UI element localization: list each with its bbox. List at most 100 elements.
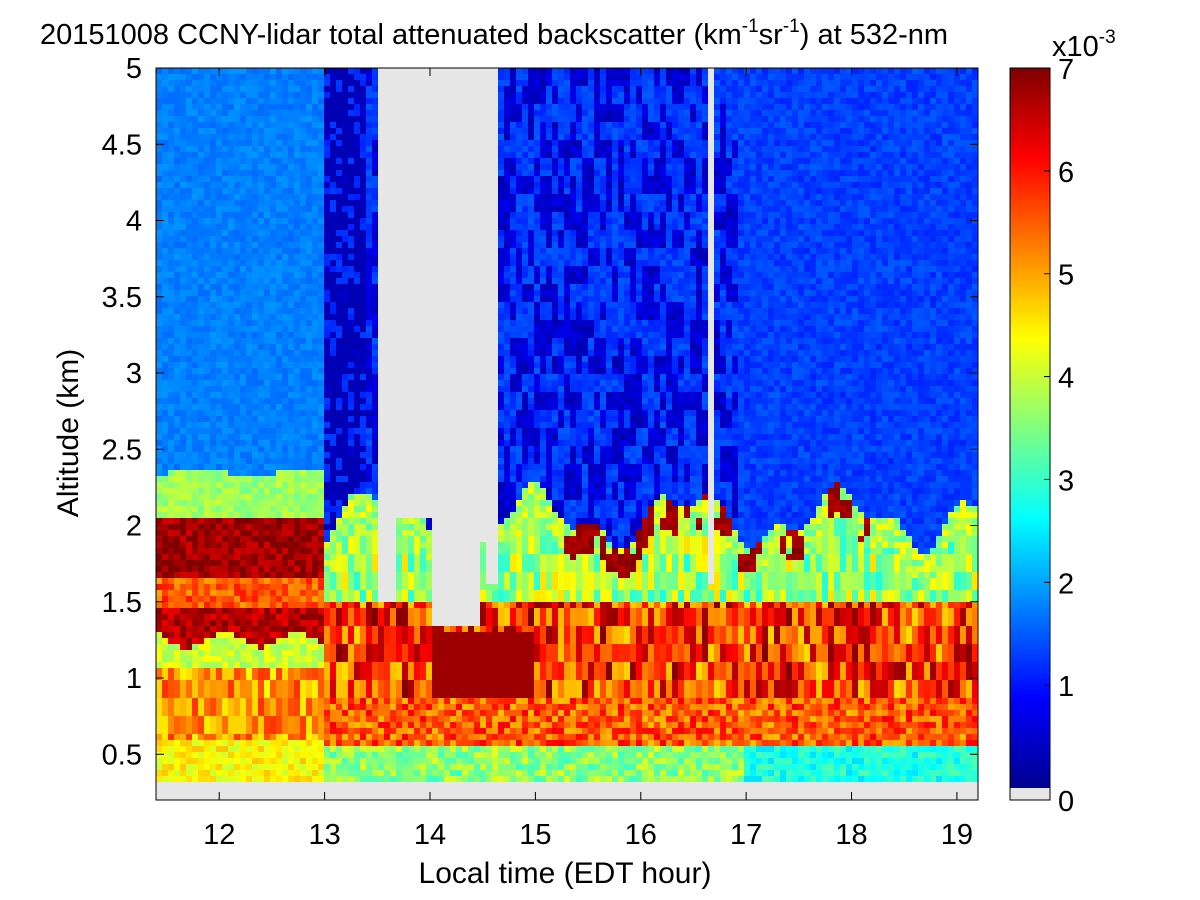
heatmap-cell (246, 344, 253, 351)
heatmap-cell (348, 404, 355, 411)
heatmap-cell (252, 80, 259, 87)
heatmap-cell (300, 554, 307, 561)
heatmap-cell (306, 140, 313, 147)
heatmap-cell (288, 308, 295, 315)
heatmap-cell (204, 296, 211, 303)
heatmap-cell (318, 170, 325, 177)
heatmap-cell (318, 236, 325, 243)
heatmap-cell (294, 596, 301, 603)
heatmap-cell (156, 338, 163, 345)
heatmap-cell (162, 236, 169, 243)
heatmap-cell (216, 482, 223, 489)
heatmap-cell (336, 308, 343, 315)
heatmap-cell (324, 224, 331, 231)
heatmap-cell (372, 92, 379, 99)
heatmap-cell (366, 254, 373, 261)
heatmap-cell (198, 410, 205, 417)
heatmap-cell (186, 614, 193, 621)
heatmap-cell (354, 770, 361, 777)
heatmap-cell (156, 440, 163, 447)
heatmap-cell (276, 320, 283, 327)
heatmap-cell (240, 704, 247, 711)
heatmap-cell (252, 158, 259, 165)
heatmap-cell (300, 392, 307, 399)
heatmap-cell (210, 98, 217, 105)
heatmap-cell (360, 734, 367, 741)
heatmap-cell (264, 332, 271, 339)
heatmap-cell (360, 638, 367, 645)
heatmap-cell (222, 584, 229, 591)
heatmap-cell (156, 638, 163, 645)
heatmap-cell (324, 500, 331, 507)
heatmap-cell (258, 416, 265, 423)
heatmap-cell (396, 170, 403, 177)
heatmap-cell (180, 632, 187, 639)
heatmap-cell (186, 320, 193, 327)
heatmap-cell (378, 218, 385, 225)
heatmap-cell (174, 182, 181, 189)
heatmap-cell (228, 686, 235, 693)
heatmap-cell (372, 248, 379, 255)
heatmap-cell (324, 638, 331, 645)
heatmap-cell (276, 734, 283, 741)
heatmap-cell (264, 374, 271, 381)
heatmap-cell (264, 644, 271, 651)
heatmap-cell (276, 386, 283, 393)
heatmap-cell (324, 296, 331, 303)
heatmap-cell (360, 578, 367, 585)
heatmap-cell (246, 668, 253, 675)
heatmap-cell (300, 92, 307, 99)
heatmap-cell (360, 332, 367, 339)
heatmap-cell (210, 728, 217, 735)
heatmap-cell (348, 650, 355, 657)
heatmap-cell (318, 68, 325, 75)
heatmap-cell (306, 278, 313, 285)
heatmap-cell (342, 428, 349, 435)
heatmap-cell (192, 398, 199, 405)
heatmap-cell (276, 638, 283, 645)
heatmap-cell (258, 530, 265, 537)
heatmap-cell (396, 704, 403, 711)
heatmap-cell (264, 710, 271, 717)
heatmap-cell (186, 200, 193, 207)
heatmap-cell (396, 614, 403, 621)
heatmap-cell (276, 98, 283, 105)
heatmap-cell (360, 74, 367, 81)
heatmap-cell (174, 566, 181, 573)
heatmap-cell (354, 608, 361, 615)
heatmap-cell (396, 272, 403, 279)
heatmap-cell (234, 218, 241, 225)
heatmap-cell (264, 134, 271, 141)
heatmap-cell (300, 776, 307, 783)
heatmap-cell (240, 680, 247, 687)
heatmap-cell (318, 620, 325, 627)
heatmap-cell (336, 440, 343, 447)
heatmap-cell (270, 152, 277, 159)
heatmap-cell (324, 332, 331, 339)
heatmap-cell (156, 614, 163, 621)
heatmap-cell (324, 770, 331, 777)
heatmap-cell (276, 230, 283, 237)
heatmap-cell (390, 488, 397, 495)
heatmap-cell (354, 368, 361, 375)
heatmap-cell (234, 692, 241, 699)
heatmap-cell (168, 326, 175, 333)
heatmap-cell (348, 734, 355, 741)
heatmap-cell (288, 320, 295, 327)
heatmap-cell (258, 476, 265, 483)
heatmap-cell (198, 278, 205, 285)
heatmap-cell (252, 458, 259, 465)
heatmap-cell (264, 398, 271, 405)
heatmap-cell (276, 440, 283, 447)
heatmap-cell (348, 182, 355, 189)
heatmap-cell (246, 224, 253, 231)
heatmap-cell (198, 584, 205, 591)
heatmap-cell (276, 446, 283, 453)
heatmap-cell (174, 524, 181, 531)
heatmap-cell (318, 242, 325, 249)
heatmap-cell (318, 632, 325, 639)
heatmap-cell (258, 704, 265, 711)
heatmap-cell (234, 518, 241, 525)
heatmap-cell (258, 728, 265, 735)
chart-title: 20151008 CCNY-lidar total attenuated bac… (40, 16, 948, 51)
